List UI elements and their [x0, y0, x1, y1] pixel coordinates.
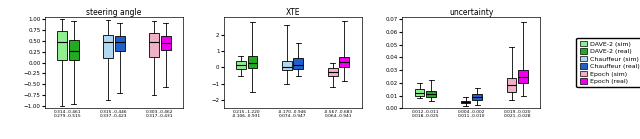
- PathPatch shape: [282, 61, 292, 70]
- PathPatch shape: [328, 68, 338, 76]
- PathPatch shape: [161, 36, 170, 50]
- PathPatch shape: [68, 40, 79, 60]
- PathPatch shape: [415, 89, 424, 96]
- PathPatch shape: [57, 31, 67, 60]
- PathPatch shape: [115, 36, 125, 51]
- PathPatch shape: [426, 91, 436, 97]
- PathPatch shape: [339, 57, 349, 67]
- PathPatch shape: [472, 94, 482, 100]
- PathPatch shape: [518, 70, 528, 83]
- PathPatch shape: [248, 56, 257, 68]
- PathPatch shape: [507, 78, 516, 92]
- PathPatch shape: [103, 35, 113, 58]
- PathPatch shape: [294, 58, 303, 69]
- PathPatch shape: [149, 33, 159, 57]
- Title: XTE: XTE: [285, 8, 300, 17]
- PathPatch shape: [461, 101, 470, 103]
- PathPatch shape: [236, 61, 246, 69]
- Title: steering angle: steering angle: [86, 8, 141, 17]
- Legend: DAVE-2 (sim), DAVE-2 (real), Chauffeur (sim), Chauffeur (real), Epoch (sim), Epo: DAVE-2 (sim), DAVE-2 (real), Chauffeur (…: [577, 38, 640, 87]
- Title: uncertainty: uncertainty: [449, 8, 493, 17]
